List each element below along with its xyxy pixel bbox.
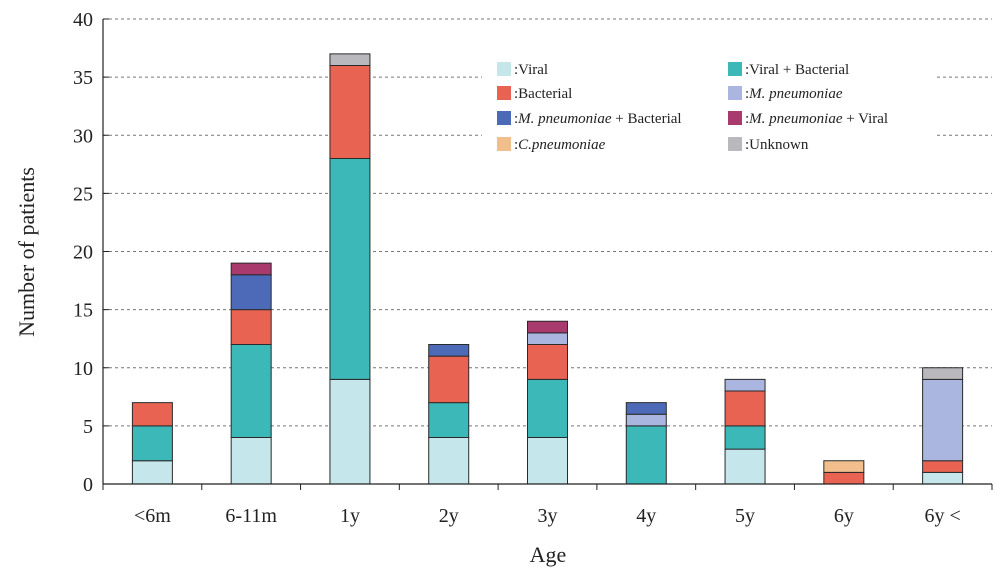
y-tick-label: 40 bbox=[73, 9, 93, 31]
y-tick-label: 35 bbox=[73, 67, 93, 89]
bars bbox=[131, 53, 964, 485]
bar-segment-mpneumoniae bbox=[724, 378, 766, 392]
bar-segment-viral_bacterial bbox=[131, 425, 173, 462]
bar-segment-mpneumoniae bbox=[625, 413, 667, 427]
y-tick-label: 25 bbox=[73, 183, 93, 205]
bar-segment-mpneumoniae bbox=[527, 332, 568, 345]
legend-swatch-bacterial bbox=[497, 86, 511, 100]
bar-segment-unknown bbox=[329, 53, 371, 66]
y-tick-label: 30 bbox=[73, 125, 93, 147]
x-tick-label: 3y bbox=[538, 505, 558, 527]
x-tick-label: 1y bbox=[340, 505, 360, 527]
y-tick-label: 15 bbox=[73, 300, 93, 322]
bar-segment-mpneumoniae_bacterial bbox=[428, 344, 470, 357]
bar-segment-viral_bacterial bbox=[527, 378, 568, 438]
x-tick-label: 6y bbox=[834, 505, 854, 527]
legend-swatch-mpneumoniae bbox=[728, 86, 742, 100]
bar-segment-mpneumoniae_bacterial bbox=[625, 402, 667, 415]
bar-segment-viral bbox=[131, 460, 173, 485]
bar-segment-viral bbox=[428, 437, 470, 485]
legend-swatch-viral bbox=[497, 62, 511, 76]
bar-segment-bacterial bbox=[724, 390, 766, 427]
y-tick-label: 20 bbox=[73, 242, 93, 264]
legend-swatch-mpneumoniae_viral bbox=[728, 111, 742, 125]
bar-segment-mpneumoniae_bacterial bbox=[230, 274, 272, 311]
legend-swatch-cpneumoniae bbox=[497, 137, 511, 151]
tick-labels: 0 5 10 15 20 25 30 35 40 <6m 6-11m 1y 2y 3y 4y 5y 6y 6y < bbox=[73, 9, 993, 527]
bar-segment-viral_bacterial bbox=[724, 425, 766, 450]
bar-segment-viral bbox=[724, 448, 766, 485]
bar-segment-viral_bacterial bbox=[625, 425, 667, 485]
bar-segment-viral bbox=[329, 378, 371, 485]
x-tick-label: 4y bbox=[636, 505, 656, 527]
x-tick-label: 5y bbox=[735, 505, 755, 527]
y-tick-label: 10 bbox=[73, 358, 93, 380]
legend-box bbox=[482, 50, 934, 160]
x-tick-label: 6y < bbox=[924, 505, 960, 527]
bar-segment-mpneumoniae_viral bbox=[527, 320, 568, 334]
bar-segment-viral_bacterial bbox=[329, 158, 371, 380]
bar-segment-bacterial bbox=[329, 65, 371, 159]
bar-segment-cpneumoniae bbox=[823, 460, 865, 473]
x-tick-label: <6m bbox=[134, 505, 171, 527]
legend-label-cpneumoniae: :C.pneumoniae bbox=[514, 137, 606, 153]
y-tick-label: 5 bbox=[83, 416, 93, 438]
bar-segment-viral_bacterial bbox=[230, 344, 272, 438]
bar-segment-bacterial bbox=[230, 309, 272, 345]
y-axis-title: Number of patients bbox=[14, 167, 39, 337]
bar-segment-viral_bacterial bbox=[428, 402, 470, 438]
legend-label-mpneumoniae_viral: :M. pneumoniae + Viral bbox=[745, 111, 888, 127]
bar-segment-mpneumoniae_viral bbox=[230, 262, 272, 276]
bar-segment-bacterial bbox=[527, 344, 568, 380]
bar-segment-viral bbox=[527, 437, 568, 485]
legend-label-viral_bacterial: :Viral + Bacterial bbox=[745, 62, 849, 78]
bar-segment-bacterial bbox=[823, 471, 865, 485]
bar-segment-bacterial bbox=[131, 402, 173, 427]
legend-label-mpneumoniae_bacterial: :M. pneumoniae + Bacterial bbox=[514, 111, 682, 127]
y-tick-label: 0 bbox=[83, 474, 93, 496]
bar-segment-viral bbox=[230, 437, 272, 485]
legend-label-mpneumoniae: :M. pneumoniae bbox=[745, 86, 843, 102]
bar-segment-mpneumoniae bbox=[922, 378, 964, 462]
legend-swatch-unknown bbox=[728, 137, 742, 151]
legend-swatch-viral_bacterial bbox=[728, 62, 742, 76]
x-tick-label: 6-11m bbox=[225, 505, 277, 527]
bar-segment-viral bbox=[922, 471, 964, 485]
legend-label-unknown: :Unknown bbox=[745, 137, 809, 153]
bar-segment-bacterial bbox=[922, 460, 964, 473]
x-tick-label: 2y bbox=[439, 505, 459, 527]
legend-label-viral: :Viral bbox=[514, 62, 548, 78]
legend-swatch-mpneumoniae_bacterial bbox=[497, 111, 511, 125]
legend-label-bacterial: :Bacterial bbox=[514, 86, 572, 102]
x-axis-title: Age bbox=[530, 542, 567, 567]
bar-segment-bacterial bbox=[428, 355, 470, 404]
bar-segment-unknown bbox=[922, 367, 964, 380]
legend: :Viral :Viral + Bacterial :Bacterial :M. pn… bbox=[497, 62, 888, 153]
